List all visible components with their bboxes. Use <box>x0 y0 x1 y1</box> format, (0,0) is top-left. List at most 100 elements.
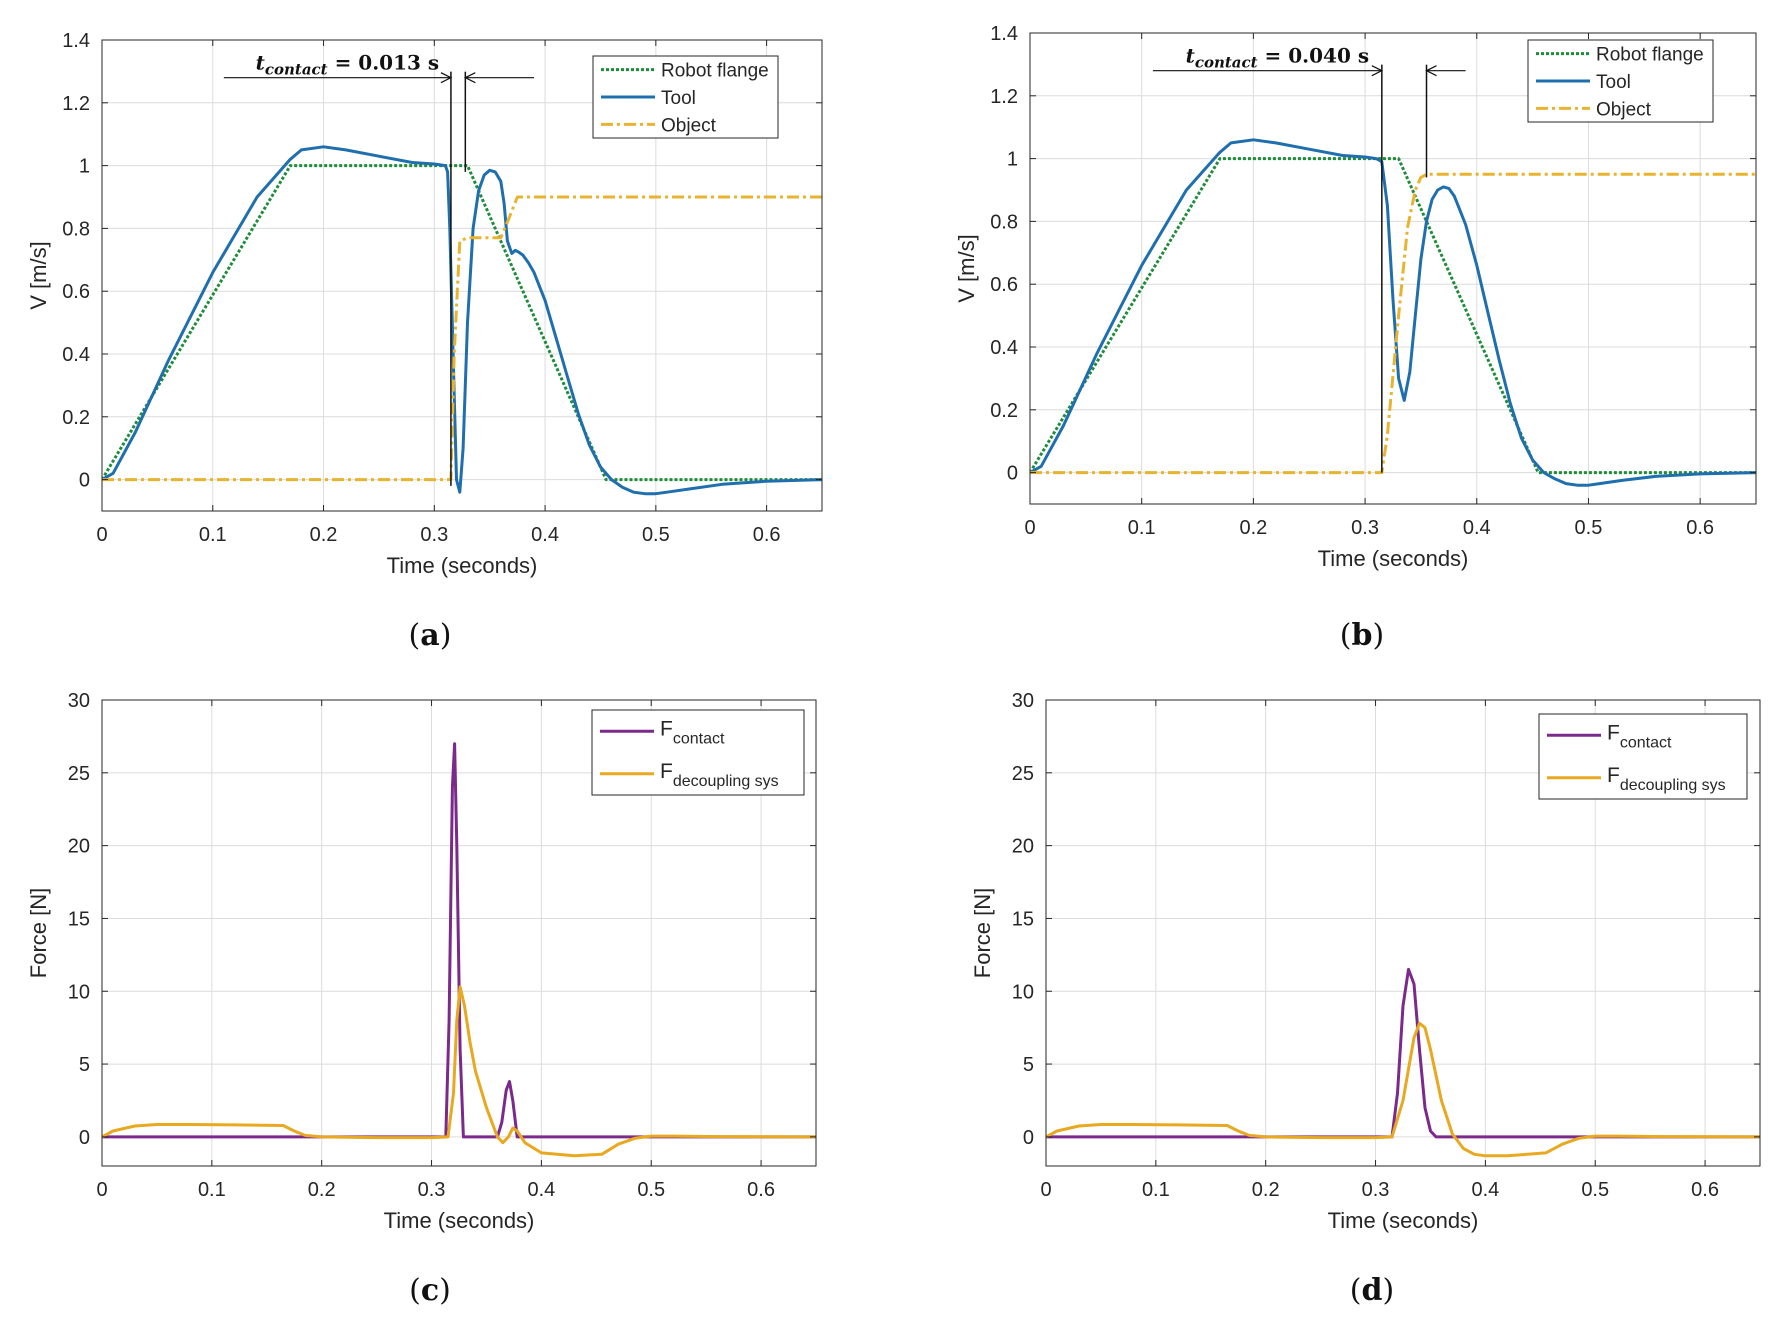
y-tick-label: 25 <box>68 763 90 785</box>
axes-box <box>101 39 823 512</box>
series-line-f-contact <box>1046 967 1760 1139</box>
y-tick-label: 25 <box>1012 763 1034 785</box>
legend-box <box>1538 713 1748 800</box>
legend-label: Robot flange <box>1596 45 1704 66</box>
y-tick-label: 0.6 <box>990 274 1018 296</box>
y-tick-label: 1 <box>1007 149 1018 171</box>
legend-label: Tool <box>1596 72 1631 93</box>
x-tick-label: 0.1 <box>1128 517 1156 539</box>
y-axis-label: V [m/s] <box>954 234 979 302</box>
y-tick-label: 0 <box>1023 1127 1034 1149</box>
x-tick-label: 0.3 <box>418 1179 446 1201</box>
x-tick-label: 0.6 <box>753 524 781 546</box>
series-line-f-contact <box>102 742 816 1139</box>
y-tick-label: 0 <box>79 1127 90 1149</box>
y-tick-label: 0 <box>1007 463 1018 485</box>
chart-panel-b: 0 0.1 0.2 0.3 0.4 0.5 0.6 0 0.2 0.4 0.6 0.8 1 1.2 1.4 T… <box>954 23 1757 653</box>
y-tick-label: 0 <box>79 470 90 492</box>
x-tick-label: 0.3 <box>1351 517 1379 539</box>
x-tick-label: 0 <box>96 1179 107 1201</box>
legend-label: Robot flange <box>661 61 769 82</box>
legend-label: Fcontact <box>1607 721 1672 751</box>
x-tick-label: 0.2 <box>1239 517 1267 539</box>
x-tick-label: 0.5 <box>642 524 670 546</box>
arrowhead-left <box>440 72 453 84</box>
x-tick-label: 0.4 <box>1471 1179 1499 1201</box>
x-tick-label: 0.2 <box>1252 1179 1280 1201</box>
x-tick-label: 0.5 <box>637 1179 665 1201</box>
x-tick-label: 0.1 <box>199 524 227 546</box>
y-tick-label: 0.6 <box>62 281 90 303</box>
x-tick-label: 0 <box>1024 517 1035 539</box>
y-tick-label: 5 <box>1023 1054 1034 1076</box>
chart-panel-a: 0 0.1 0.2 0.3 0.4 0.5 0.6 0 0.2 0.4 0.6 0.8 1 1.2 1.4 T… <box>26 30 823 653</box>
legend-label: Fdecoupling sys <box>660 760 779 790</box>
arrowhead-left <box>1371 65 1384 77</box>
y-axis-label: Force [N] <box>26 888 51 978</box>
x-tick-label: 0.5 <box>1575 517 1603 539</box>
series-line-tool <box>102 145 822 496</box>
y-tick-label: 10 <box>68 981 90 1003</box>
y-tick-label: 0.4 <box>62 344 90 366</box>
y-tick-label: 5 <box>79 1054 90 1076</box>
contact-time-label: tcontact = 0.040 s <box>1186 44 1370 72</box>
legend-label: Object <box>661 115 717 136</box>
x-tick-label: 0.4 <box>527 1179 555 1201</box>
legend-box <box>591 709 805 796</box>
x-tick-label: 0.1 <box>1142 1179 1170 1201</box>
y-tick-label: 0.4 <box>990 337 1018 359</box>
x-axis-label: Time (seconds) <box>1318 546 1469 571</box>
x-tick-label: 0.4 <box>1463 517 1491 539</box>
legend-label: Tool <box>661 88 696 109</box>
y-tick-label: 10 <box>1012 981 1034 1003</box>
y-tick-label: 15 <box>1012 908 1034 930</box>
series-line-f-decoupling-sys <box>1046 1021 1760 1158</box>
panel-caption: (c) <box>409 1273 451 1308</box>
axes-box <box>1029 32 1757 505</box>
x-axis-label: Time (seconds) <box>384 1208 535 1233</box>
x-tick-label: 0.1 <box>198 1179 226 1201</box>
contact-time-label: tcontact = 0.013 s <box>256 51 440 79</box>
legend-label: Object <box>1596 99 1652 120</box>
x-tick-label: 0.6 <box>1686 517 1714 539</box>
panel-caption: (b) <box>1340 618 1384 653</box>
y-tick-label: 1.4 <box>62 30 90 52</box>
arrowhead-right <box>463 72 476 84</box>
x-tick-label: 0.3 <box>1362 1179 1390 1201</box>
y-tick-label: 1 <box>79 156 90 178</box>
x-tick-label: 0 <box>1040 1179 1051 1201</box>
y-tick-label: 30 <box>68 690 90 712</box>
x-tick-label: 0.6 <box>747 1179 775 1201</box>
x-tick-label: 0.5 <box>1581 1179 1609 1201</box>
chart-panel-c: 0 0.1 0.2 0.3 0.4 0.5 0.6 0 5 10 15 20 25 30 Time (sec… <box>26 690 817 1308</box>
x-tick-label: 0.6 <box>1691 1179 1719 1201</box>
x-tick-label: 0 <box>96 524 107 546</box>
y-axis-label: Force [N] <box>970 888 995 978</box>
y-tick-label: 30 <box>1012 690 1034 712</box>
y-tick-label: 1.2 <box>990 86 1018 108</box>
y-tick-label: 0.2 <box>62 407 90 429</box>
y-tick-label: 1.2 <box>62 93 90 115</box>
y-tick-label: 20 <box>68 836 90 858</box>
figure-footer-strip <box>0 1312 1778 1334</box>
panel-caption: (d) <box>1350 1273 1394 1308</box>
y-tick-label: 0.8 <box>990 211 1018 233</box>
series-line-f-decoupling-sys <box>102 985 816 1158</box>
axes-box <box>1045 699 1761 1167</box>
x-tick-label: 0.2 <box>310 524 338 546</box>
series-line-object <box>1030 172 1756 475</box>
y-tick-label: 0.2 <box>990 400 1018 422</box>
y-axis-label: V [m/s] <box>26 241 51 309</box>
panel-caption: (a) <box>409 618 452 653</box>
arrowhead-right <box>1425 65 1437 77</box>
x-tick-label: 0.2 <box>308 1179 336 1201</box>
series-line-robot-flange <box>1030 157 1756 475</box>
series-line-tool <box>1030 138 1756 487</box>
y-tick-label: 15 <box>68 908 90 930</box>
legend-label: Fdecoupling sys <box>1607 764 1726 794</box>
y-tick-label: 0.8 <box>62 218 90 240</box>
x-tick-label: 0.4 <box>531 524 559 546</box>
x-axis-label: Time (seconds) <box>1328 1208 1479 1233</box>
x-axis-label: Time (seconds) <box>387 553 538 578</box>
